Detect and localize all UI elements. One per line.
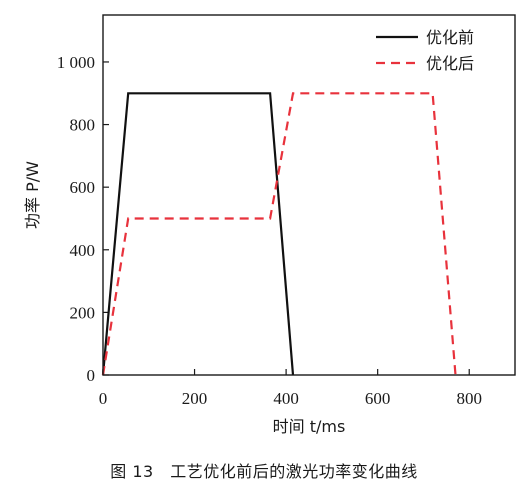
x-tick-label: 200	[182, 389, 208, 408]
x-tick-label: 0	[99, 389, 108, 408]
x-axis-ticks: 0 200 400 600 800	[99, 369, 482, 408]
y-axis-title: 功率 P/W	[23, 161, 42, 229]
series-line-1	[101, 92, 295, 376]
x-tick-label: 400	[273, 389, 299, 408]
y-tick-label: 0	[87, 366, 96, 385]
legend-label-2: 优化后	[426, 54, 474, 73]
x-axis-title: 时间 t/ms	[273, 417, 346, 436]
y-tick-label: 200	[70, 303, 96, 322]
y-tick-label: 800	[70, 116, 96, 135]
figure-caption: 图 13 工艺优化前后的激光功率变化曲线	[110, 462, 418, 481]
series-line-2	[101, 92, 457, 376]
y-tick-label: 1 000	[57, 53, 95, 72]
x-tick-label: 600	[365, 389, 391, 408]
y-tick-label: 400	[70, 241, 96, 260]
series-lines	[101, 92, 457, 376]
y-tick-label: 600	[70, 178, 96, 197]
legend-label-1: 优化前	[426, 28, 474, 47]
x-tick-label: 800	[456, 389, 482, 408]
plot-frame	[102, 14, 516, 376]
y-axis-ticks: 0 200 400 600 800 1 000	[57, 53, 109, 385]
